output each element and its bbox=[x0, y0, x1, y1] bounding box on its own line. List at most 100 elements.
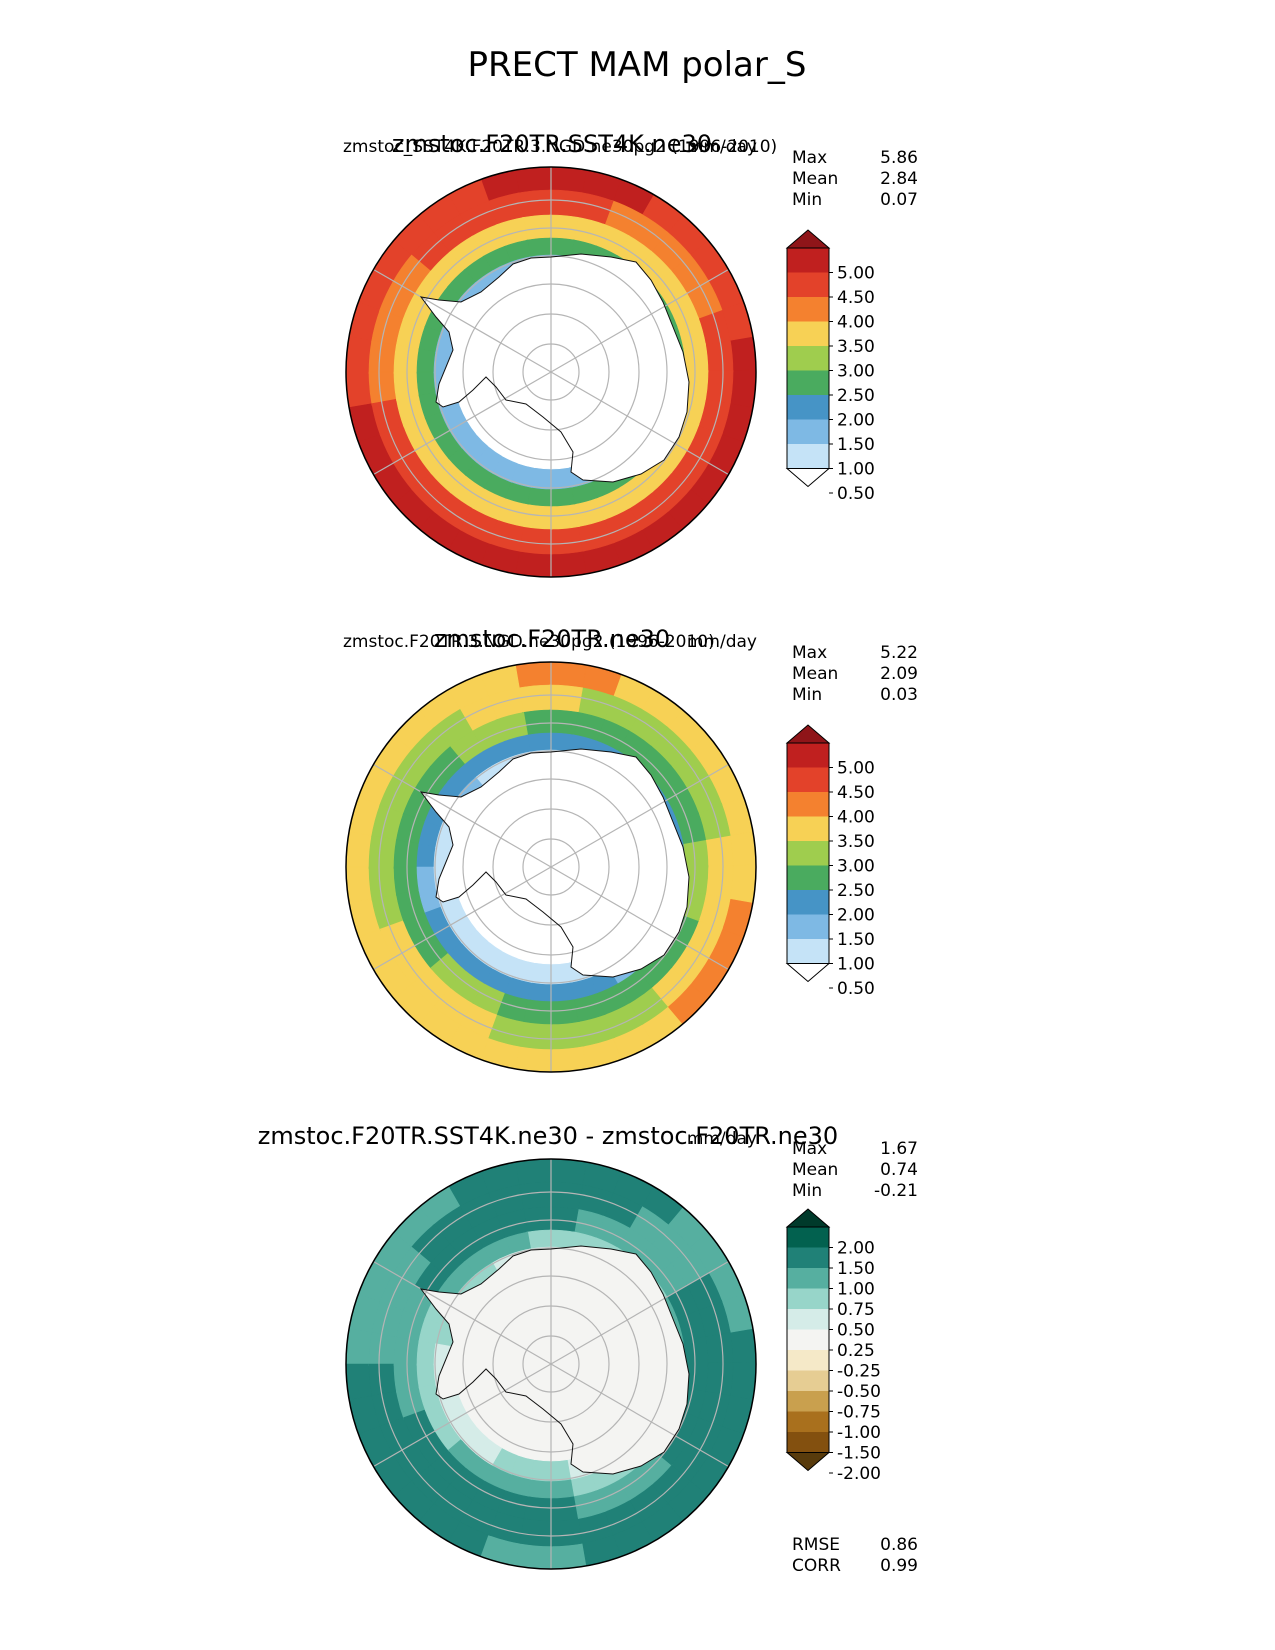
map-boundary bbox=[345, 661, 757, 1073]
colorbar-segment bbox=[787, 939, 829, 964]
colorbar-tick-label: 1.50 bbox=[837, 1259, 875, 1279]
panel-1-max-value: 5.86 bbox=[880, 148, 918, 168]
colorbar-segment bbox=[787, 321, 829, 347]
panel-1-stats: Max 5.86 Mean 2.84 Min 0.07 bbox=[792, 148, 918, 210]
colorbar-extend-min bbox=[785, 1452, 831, 1472]
panel-2-min-label: Min bbox=[792, 685, 822, 705]
panel-3-metrics: RMSE 0.86 CORR 0.99 bbox=[792, 1535, 918, 1576]
colorbar-segment bbox=[787, 792, 829, 817]
panel-3-max-value: 1.67 bbox=[880, 1139, 918, 1159]
panel-3-rmse-label: RMSE bbox=[792, 1535, 840, 1555]
colorbar-segment bbox=[787, 865, 829, 891]
panel-2-subtitle-left: zmstoc.F20TR.3.NGD.ne30pg2 (1996-2010) bbox=[343, 632, 715, 652]
panel-3-corr-label: CORR bbox=[792, 1556, 841, 1576]
colorbar-segment bbox=[787, 1329, 829, 1351]
colorbar-tick-label: 3.50 bbox=[837, 337, 875, 357]
colorbar-tick-label: 2.50 bbox=[837, 386, 875, 406]
colorbar-tick-label: 1.50 bbox=[837, 930, 875, 950]
colorbar-tick-label: 5.00 bbox=[837, 264, 875, 284]
colorbar-segment bbox=[787, 1432, 829, 1453]
colorbar-tick-label: 0.75 bbox=[837, 1300, 875, 1320]
colorbar-tick-label: 3.00 bbox=[837, 362, 875, 382]
panel-1-mean-label: Mean bbox=[792, 169, 838, 189]
panel-2-units: mm/day bbox=[687, 632, 757, 652]
colorbar-segment bbox=[787, 1391, 829, 1412]
panel-3-mean-label: Mean bbox=[792, 1160, 838, 1180]
colorbar-tick-label: 2.50 bbox=[837, 881, 875, 901]
colorbar-tick-label: 5.00 bbox=[837, 759, 875, 779]
map-boundary bbox=[345, 166, 757, 578]
panel-2-title: zmstoc.F20TR.ne30 bbox=[434, 625, 670, 653]
colorbar-segment bbox=[787, 1227, 829, 1248]
colorbar-tick-label: -0.25 bbox=[837, 1362, 881, 1382]
meridian-line bbox=[373, 763, 552, 868]
panel-3-max-label: Max bbox=[792, 1139, 827, 1159]
colorbar-tick-label: 0.50 bbox=[837, 484, 875, 504]
precip-field bbox=[346, 1159, 756, 1569]
meridian-line bbox=[373, 268, 552, 373]
colorbar-frame bbox=[786, 1226, 830, 1453]
colorbar-segment bbox=[787, 444, 829, 469]
panel-2-min-value: 0.03 bbox=[880, 685, 918, 705]
meridian-line bbox=[373, 866, 552, 971]
colorbar-segment bbox=[787, 1288, 829, 1310]
colorbar-tick-label: -1.00 bbox=[837, 1423, 881, 1443]
coastline bbox=[419, 253, 690, 483]
panel-1-test: zmstoc.F20TR.SST4K.ne30 zmstoc_SST4K.F20… bbox=[343, 130, 918, 578]
colorbar-extend-max bbox=[785, 724, 831, 744]
colorbar-segment bbox=[787, 890, 829, 915]
colorbar-extend-min bbox=[785, 963, 831, 983]
colorbar-extend-max bbox=[785, 229, 831, 249]
colorbar-segment bbox=[787, 1350, 829, 1371]
colorbar-tick-label: -1.50 bbox=[837, 1444, 881, 1464]
colorbar-segment bbox=[787, 370, 829, 396]
colorbar-extend-min bbox=[785, 468, 831, 488]
colorbar-segment bbox=[787, 1411, 829, 1433]
panel-3-min-label: Min bbox=[792, 1181, 822, 1201]
colorbar-segment bbox=[787, 1247, 829, 1269]
graticule bbox=[373, 167, 729, 577]
panel-1-subtitle-left: zmstoc_SST4K.F20TR.3.NGD.ne30pg2 (1996-2… bbox=[343, 137, 777, 157]
graticule bbox=[373, 1159, 729, 1569]
panel-1-units: mm/day bbox=[687, 137, 757, 157]
colorbar-segment bbox=[787, 248, 829, 273]
panel-3-mean-value: 0.74 bbox=[880, 1160, 918, 1180]
colorbar-tick-label: -0.50 bbox=[837, 1382, 881, 1402]
panel-1-mean-value: 2.84 bbox=[880, 169, 918, 189]
panel-3-colorbar: 2.001.501.000.750.500.25-0.25-0.50-0.75-… bbox=[785, 1208, 881, 1484]
meridian-line bbox=[373, 371, 552, 476]
coastline bbox=[419, 748, 690, 978]
colorbar-tick-label: 0.50 bbox=[837, 979, 875, 999]
colorbar-segment bbox=[787, 816, 829, 842]
panel-1-colorbar: 5.00 4.50 4.00 3.50 3.00 2.50 2.00 1.50 1.00 0.50 bbox=[785, 229, 875, 504]
colorbar-segment bbox=[787, 767, 829, 793]
colorbar-tick-label: 4.50 bbox=[837, 288, 875, 308]
colorbar-frame bbox=[786, 247, 830, 469]
colorbar-segment bbox=[787, 346, 829, 371]
panel-2-reference: zmstoc.F20TR.ne30 zmstoc.F20TR.3.NGD.ne3… bbox=[343, 625, 918, 1073]
meridian-line bbox=[373, 1260, 552, 1365]
colorbar-tick-label: 2.00 bbox=[837, 1239, 875, 1259]
panel-3-title: zmstoc.F20TR.SST4K.ne30 - zmstoc.F20TR.n… bbox=[258, 1122, 838, 1150]
colorbar-segment bbox=[787, 914, 829, 940]
panel-3-min-value: -0.21 bbox=[874, 1181, 918, 1201]
panel-2-mean-value: 2.09 bbox=[880, 664, 918, 684]
colorbar-segment bbox=[787, 1309, 829, 1330]
meridian-line bbox=[550, 763, 729, 868]
colorbar-tick-label: 3.00 bbox=[837, 857, 875, 877]
coastline bbox=[419, 1245, 690, 1475]
colorbar-tick-label: 4.00 bbox=[837, 808, 875, 828]
panel-2-max-label: Max bbox=[792, 643, 827, 663]
figure-title: PRECT MAM polar_S bbox=[468, 45, 807, 85]
panel-2-colorbar: 5.00 4.50 4.00 3.50 3.00 2.50 2.00 1.50 1.00 0.50 bbox=[785, 724, 875, 999]
colorbar-segment bbox=[787, 395, 829, 420]
panel-3-stats: Max 1.67 Mean 0.74 Min -0.21 bbox=[792, 1139, 918, 1201]
panel-2-mean-label: Mean bbox=[792, 664, 838, 684]
meridian-line bbox=[550, 866, 729, 971]
colorbar-tick-label: 1.00 bbox=[837, 460, 875, 480]
panel-1-min-value: 0.07 bbox=[880, 190, 918, 210]
colorbar-segment bbox=[787, 419, 829, 445]
panel-3-map bbox=[345, 1158, 757, 1570]
panel-3-corr-value: 0.99 bbox=[880, 1556, 918, 1576]
